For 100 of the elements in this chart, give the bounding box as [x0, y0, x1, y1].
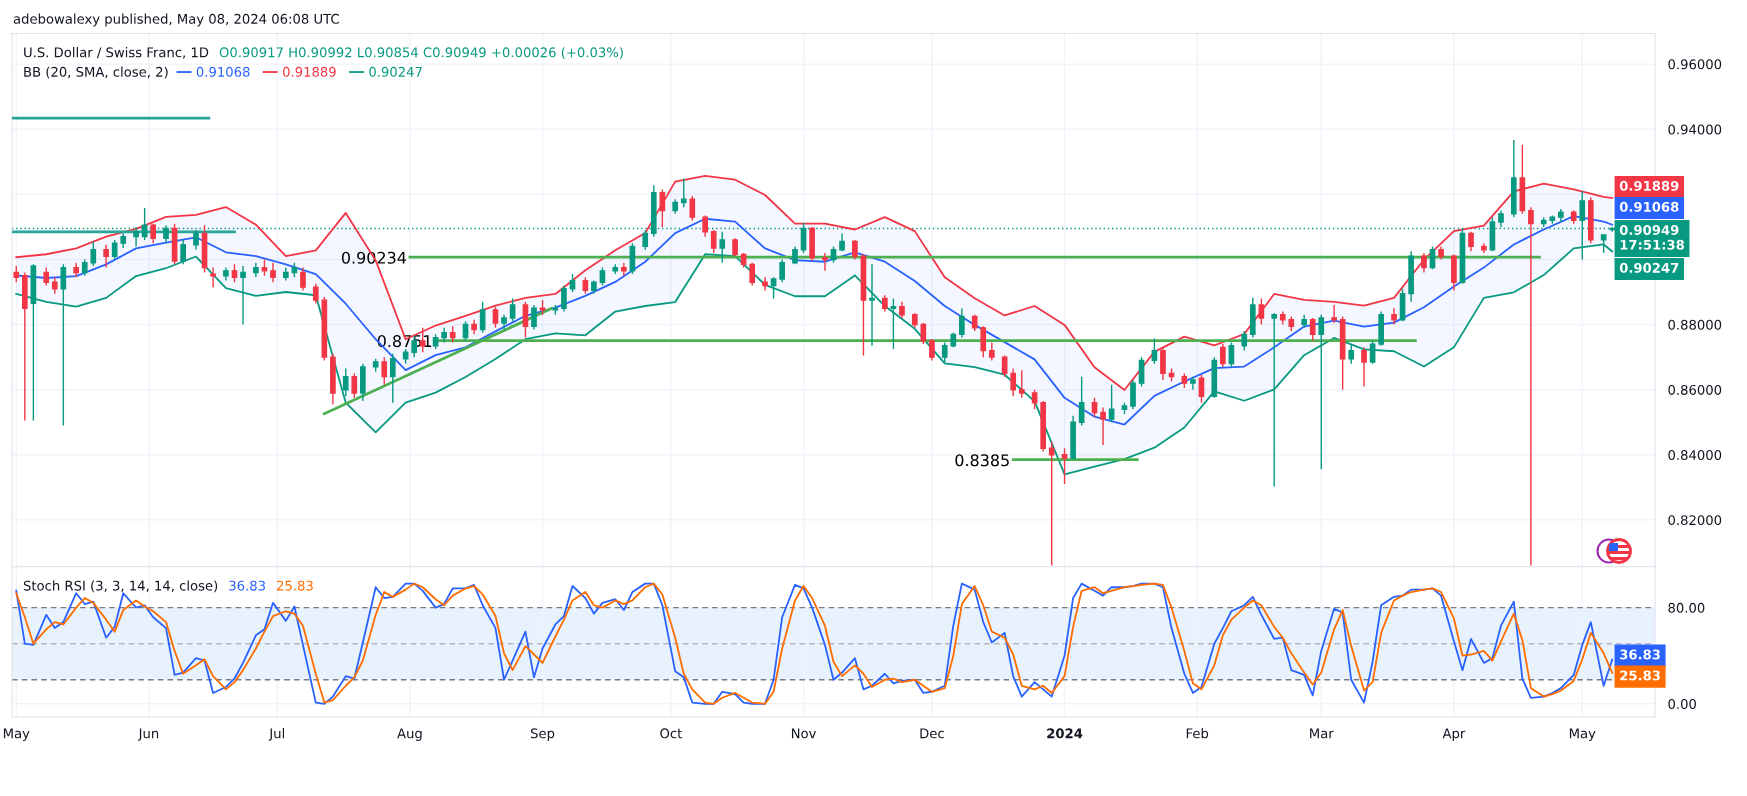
x-tick-label: Apr — [1442, 728, 1466, 741]
candlestick — [171, 222, 178, 266]
candlestick — [372, 358, 379, 373]
candlestick — [591, 279, 597, 295]
candlestick — [1279, 310, 1286, 326]
candlestick — [980, 325, 987, 358]
candlestick — [1220, 343, 1226, 368]
candlestick — [1211, 356, 1218, 399]
candlestick — [599, 266, 606, 287]
candlestick — [1361, 346, 1367, 388]
annotation: 0.8385 — [955, 454, 1009, 467]
x-tick-label: Sep — [530, 728, 555, 741]
series-label: 25.83 — [277, 580, 313, 591]
candlestick — [103, 244, 109, 269]
candlestick — [1369, 340, 1376, 365]
candlestick — [959, 307, 965, 339]
x-tick-label: Jul — [268, 728, 284, 741]
candlestick — [1151, 337, 1158, 365]
candlestick — [300, 266, 306, 292]
candlestick — [1288, 315, 1295, 332]
candlestick — [1100, 406, 1106, 446]
candlestick — [1481, 242, 1487, 254]
candlestick — [150, 222, 157, 244]
candlestick — [552, 304, 559, 316]
candlestick — [501, 314, 507, 331]
candlestick — [111, 239, 118, 261]
candlestick — [261, 258, 268, 277]
candlestick — [539, 299, 546, 316]
candlestick — [770, 276, 777, 300]
text: adebowalexy published, May 08, 2024 06:08 UTC — [13, 13, 339, 27]
data-label: 0.91068 — [1619, 201, 1679, 212]
candlestick — [1108, 384, 1115, 423]
candlestick — [1331, 304, 1337, 324]
text: U.S. Dollar / Swiss Franc, 1D — [24, 47, 209, 59]
text: O0.90917 H0.90992 L0.90854 C0.90949 +0.00026 (+0.03%) — [219, 47, 623, 59]
data-label: 25.83 — [1620, 670, 1660, 681]
candlestick — [749, 262, 756, 287]
y-tick-label: 0.00 — [1668, 699, 1696, 709]
candlestick — [899, 301, 905, 319]
candlestick — [1378, 310, 1385, 347]
candlestick — [1570, 209, 1577, 225]
candlestick — [779, 258, 785, 283]
candlestick — [330, 353, 336, 406]
candlestick — [1549, 214, 1556, 225]
ref-line-label: 0.90949 — [1619, 224, 1679, 235]
candlestick — [1078, 375, 1085, 427]
candlestick — [81, 258, 88, 277]
candlestick — [321, 296, 328, 362]
x-tick-label: May — [1569, 728, 1596, 741]
data-label: 0.91889 — [1619, 180, 1679, 191]
candlestick — [73, 262, 80, 279]
candlestick — [90, 240, 97, 267]
candlestick — [231, 263, 238, 283]
candlestick — [1061, 447, 1068, 485]
candlestick — [1438, 245, 1444, 261]
candlestick — [988, 341, 995, 362]
candlestick — [1587, 196, 1594, 244]
y-tick-label: 0.84000 — [1668, 450, 1722, 460]
x-tick-label: Dec — [920, 728, 944, 739]
candlestick — [522, 301, 529, 339]
candlestick — [1339, 315, 1346, 391]
candlestick — [1249, 297, 1256, 339]
candlestick — [1510, 139, 1517, 218]
candlestick — [971, 314, 978, 332]
candlestick — [13, 265, 20, 283]
candlestick — [1241, 330, 1248, 352]
candlestick — [672, 198, 679, 215]
candlestick — [1468, 231, 1474, 253]
candlestick — [920, 322, 927, 345]
candlestick — [1408, 250, 1414, 303]
x-tick-label: Mar — [1310, 728, 1334, 739]
candlestick — [1031, 388, 1038, 410]
candlestick — [120, 232, 127, 249]
text: Stoch RSI (3, 3, 14, 14, close) — [23, 580, 218, 593]
candlestick — [1421, 252, 1427, 274]
x-tick-label: Nov — [791, 728, 817, 739]
candlestick — [1160, 346, 1166, 381]
candlestick — [291, 262, 298, 279]
line-series — [15, 582, 1614, 705]
candlestick — [1348, 343, 1355, 365]
candlestick — [1309, 317, 1316, 342]
x-tick-label: Feb — [1186, 728, 1209, 739]
candlestick — [531, 304, 537, 331]
x-tick-label: Jun — [137, 728, 159, 741]
candlestick — [1318, 314, 1325, 470]
candlestick — [479, 301, 486, 334]
candlestick — [929, 338, 935, 362]
y-tick-label: 0.88000 — [1668, 319, 1722, 330]
candlestick — [1168, 367, 1175, 383]
candlestick — [680, 177, 687, 209]
candlestick — [612, 263, 619, 275]
candlestick — [51, 276, 58, 295]
candlestick — [689, 195, 696, 222]
candlestick — [449, 325, 456, 344]
candlestick — [402, 348, 409, 365]
candlestick — [509, 297, 516, 323]
candlestick — [282, 266, 289, 282]
legend-title: BB (20, SMA, close, 2) — [24, 66, 168, 79]
candlestick — [852, 239, 858, 261]
candlestick — [732, 237, 738, 257]
